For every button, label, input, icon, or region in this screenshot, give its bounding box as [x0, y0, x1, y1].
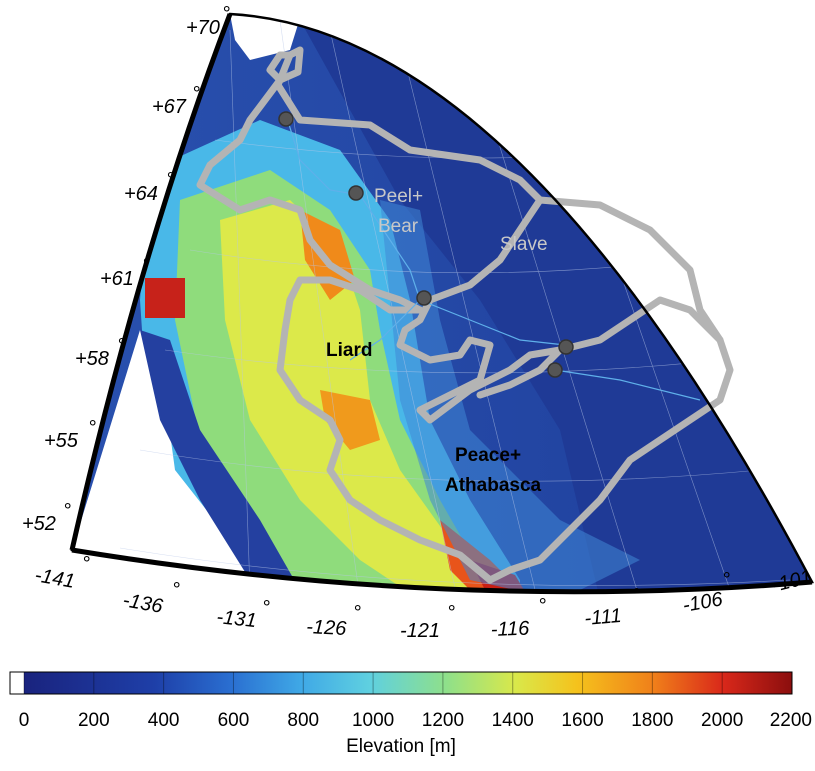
gauge-station [278, 111, 294, 127]
colorbar-tick-labels: 0 200 400 600 800 1000 1200 1400 1600 1800 2000 220… [19, 710, 812, 731]
degree-mark: ° [63, 500, 71, 522]
lon-label: -126 [306, 616, 348, 640]
lon-label: -116 [490, 618, 530, 641]
longitude-degree-marks: ° ° ° ° ° ° ° ° [82, 553, 730, 624]
lon-label: -111 [584, 605, 623, 630]
gauge-stations [278, 111, 574, 378]
lat-label: +52 [22, 513, 56, 535]
colorbar-tick-label: 2000 [701, 710, 743, 731]
degree-mark: ° [447, 602, 455, 624]
map-frame-left [69, 13, 233, 551]
lon-label: -131 [215, 606, 257, 632]
colorbar-tick-label: 1400 [492, 710, 534, 731]
gauge-station [348, 185, 364, 201]
degree-mark: ° [632, 585, 640, 607]
latitude-labels: +70 +67 +64 +61 +58 +55 +52 [22, 17, 220, 535]
colorbar-tick-label: 2200 [770, 710, 812, 731]
lat-label: +64 [124, 183, 158, 205]
basin-label-slave: Slave [500, 234, 548, 255]
basin-label-peel-bear-line2: Bear [378, 216, 419, 237]
basin-label-peace-athabasca-line2: Athabasca [445, 475, 542, 496]
colorbar-title: Elevation [m] [346, 736, 456, 757]
lat-label: +61 [100, 268, 134, 290]
colorbar-white-cap [10, 672, 24, 694]
colorbar-tick-label: 400 [148, 710, 180, 731]
degree-mark: ° [88, 417, 96, 439]
colorbar-frame [9, 671, 793, 695]
degree-mark: ° [722, 569, 730, 591]
gauge-station [547, 362, 563, 378]
lon-label: -136 [121, 589, 165, 618]
gauge-station [416, 290, 432, 306]
degree-mark: ° [353, 602, 361, 624]
basin-label-liard: Liard [326, 340, 372, 361]
colorbar-tick-label: 600 [218, 710, 250, 731]
lat-label: +58 [75, 348, 109, 370]
colorbar-tick-label: 1000 [352, 710, 394, 731]
colorbar: 0 200 400 600 800 1000 1200 1400 1600 1800 2000 220… [9, 671, 812, 757]
basin-boundaries [196, 46, 734, 584]
latitude-degree-marks: ° ° ° ° ° ° ° [63, 3, 230, 522]
lon-label: -106 [681, 588, 725, 617]
colorbar-tick-marks [23, 672, 793, 694]
basin-label-peace-athabasca-line1: Peace+ [455, 445, 521, 466]
degree-mark: ° [192, 83, 200, 105]
degree-mark: ° [222, 3, 230, 25]
lat-label: +70 [186, 17, 220, 39]
lat-label: +55 [44, 430, 79, 452]
basin-label-peel-bear-line1: Peel+ [374, 186, 423, 207]
degree-mark: ° [142, 255, 150, 277]
gauge-station [558, 339, 574, 355]
colorbar-tick-label: 200 [78, 710, 110, 731]
rivers [286, 117, 701, 401]
degree-mark: ° [166, 169, 174, 191]
colorbar-tick-label: 1600 [561, 710, 603, 731]
colorbar-tick-label: 1200 [422, 710, 464, 731]
degree-mark: ° [172, 579, 180, 601]
degree-mark: ° [262, 597, 270, 619]
degree-mark: ° [538, 595, 546, 617]
map-frame-bottom [71, 547, 813, 595]
colorbar-gradient [24, 672, 792, 694]
colorbar-tick-label: 0 [19, 710, 30, 731]
degree-mark: ° [82, 553, 90, 575]
lon-label: -121 [400, 620, 440, 642]
colorbar-tick-label: 800 [287, 710, 319, 731]
degree-mark: ° [117, 335, 125, 357]
colorbar-tick-label: 1800 [631, 710, 673, 731]
lon-label: -141 [33, 564, 76, 593]
lat-label: +67 [152, 96, 187, 118]
